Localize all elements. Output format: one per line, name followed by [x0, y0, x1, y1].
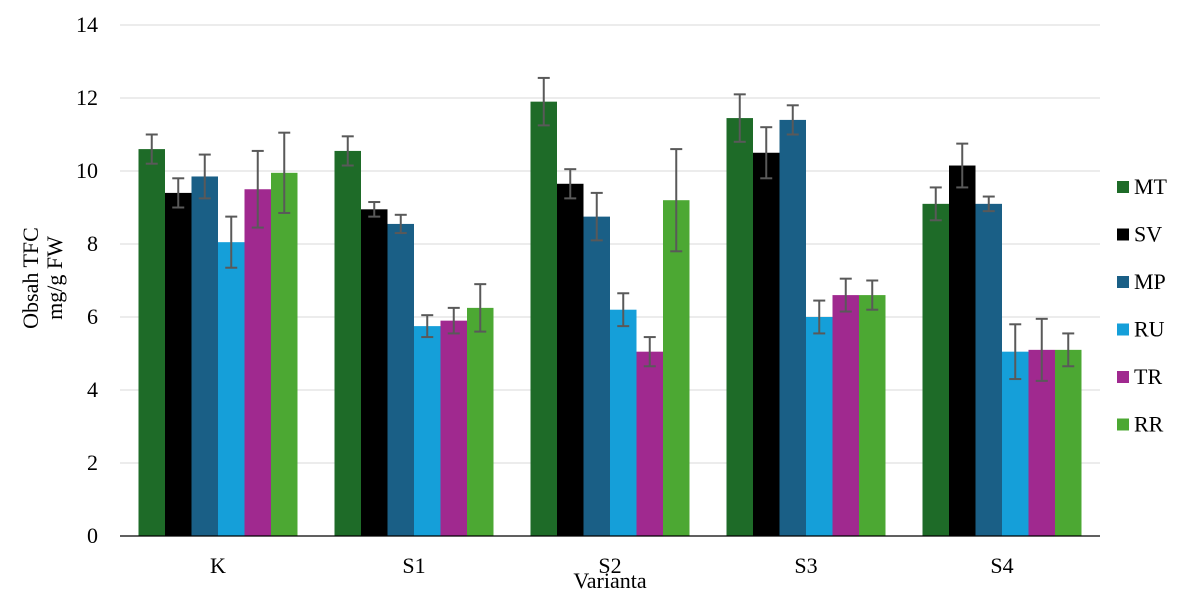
bar-mt-s3: [726, 118, 753, 536]
legend: MT SV MP RU TR RR: [1117, 174, 1168, 437]
bar-tr-s2: [636, 351, 663, 536]
legend-item-mt: MT: [1117, 174, 1168, 199]
bar-mp-s2: [583, 216, 610, 536]
error-bar-mp-k: [198, 153, 211, 200]
error-bars: [145, 76, 1075, 382]
y-tick-label: 14: [76, 12, 98, 37]
legend-item-tr: TR: [1117, 364, 1162, 389]
error-bar-sv-k: [172, 177, 185, 209]
x-tick-label: K: [210, 553, 226, 578]
bars: [138, 101, 1082, 537]
error-bar-mt-s4: [929, 186, 942, 222]
legend-label: TR: [1134, 364, 1162, 389]
bar-ru-s2: [610, 309, 637, 536]
bar-rr-s3: [859, 295, 886, 536]
error-bar-mp-s4: [982, 195, 995, 213]
bar-sv-s4: [949, 165, 976, 536]
error-bar-mp-s2: [590, 191, 603, 242]
error-bar-ru-s2: [617, 292, 630, 328]
y-tick-label: 0: [87, 523, 98, 548]
x-tick-label: S2: [598, 553, 621, 578]
error-bar-sv-s2: [564, 168, 577, 200]
legend-item-ru: RU: [1117, 317, 1165, 342]
bar-ru-s4: [1002, 351, 1029, 536]
bar-rr-s4: [1055, 349, 1082, 536]
x-axis-ticks: K S1 S2 S3 S4: [210, 553, 1014, 578]
bar-tr-s3: [832, 295, 859, 536]
error-bar-mt-s1: [341, 135, 354, 167]
legend-swatch: [1117, 323, 1129, 336]
error-bar-mt-k: [145, 133, 158, 165]
legend-item-sv: SV: [1117, 222, 1162, 247]
legend-swatch: [1117, 228, 1129, 241]
error-bar-rr-k: [278, 131, 291, 214]
legend-swatch: [1117, 181, 1129, 193]
y-tick-label: 2: [87, 450, 98, 475]
bar-ru-s1: [414, 326, 441, 536]
error-bar-mp-s1: [394, 213, 407, 235]
bar-rr-s1: [467, 307, 494, 536]
error-bar-ru-k: [225, 215, 238, 269]
error-bar-sv-s4: [956, 142, 969, 189]
x-tick-label: S4: [990, 553, 1013, 578]
error-bar-tr-s3: [839, 277, 852, 313]
bar-mt-s4: [922, 203, 949, 536]
error-bar-mt-s3: [733, 93, 746, 143]
y-tick-label: 8: [87, 231, 98, 256]
legend-swatch: [1117, 371, 1129, 383]
x-axis-title: Varianta: [573, 568, 647, 593]
y-tick-label: 6: [87, 304, 98, 329]
error-bar-rr-s1: [474, 283, 487, 333]
bar-ru-k: [218, 242, 245, 537]
bar-mt-k: [138, 149, 165, 536]
error-bar-ru-s3: [813, 299, 826, 335]
bar-mt-s1: [334, 150, 361, 537]
legend-item-rr: RR: [1117, 412, 1164, 437]
bar-tr-s1: [440, 320, 467, 536]
legend-label: RR: [1134, 412, 1164, 437]
error-bar-tr-s2: [643, 336, 656, 368]
legend-item-mp: MP: [1117, 269, 1166, 294]
bar-tr-k: [244, 189, 271, 536]
bar-mp-s4: [975, 203, 1002, 536]
error-bar-tr-s4: [1035, 317, 1048, 382]
bar-mt-s2: [530, 101, 557, 537]
y-axis-title-line-1: Obsah TFC: [18, 227, 43, 329]
bar-sv-s1: [361, 209, 388, 536]
y-tick-label: 10: [76, 158, 98, 183]
error-bar-rr-s2: [670, 148, 683, 253]
bar-mp-s1: [387, 223, 414, 537]
legend-label: RU: [1134, 317, 1165, 342]
legend-swatch: [1117, 418, 1129, 431]
y-axis-ticks: 0 2 4 6 8 10 12 14: [76, 12, 98, 548]
legend-label: MT: [1134, 174, 1168, 199]
bar-mp-k: [191, 176, 218, 536]
legend-label: SV: [1134, 222, 1162, 247]
legend-label: MP: [1134, 269, 1166, 294]
error-bar-sv-s3: [760, 126, 773, 180]
bar-sv-s3: [753, 152, 780, 536]
bar-rr-k: [271, 172, 298, 536]
error-bar-tr-s1: [447, 306, 460, 335]
x-tick-label: S1: [402, 553, 425, 578]
bar-ru-s3: [806, 317, 833, 536]
error-bar-ru-s1: [421, 314, 434, 339]
x-tick-label: S3: [794, 553, 817, 578]
y-axis-title-line-2: mg/g FW: [42, 236, 67, 320]
error-bar-mt-s2: [537, 76, 550, 127]
bar-rr-s2: [663, 200, 690, 536]
y-tick-label: 12: [76, 85, 98, 110]
error-bar-rr-s4: [1062, 332, 1075, 368]
error-bar-ru-s4: [1009, 323, 1022, 381]
error-bar-rr-s3: [866, 279, 879, 311]
y-tick-label: 4: [87, 377, 98, 402]
bar-sv-k: [165, 192, 192, 536]
legend-swatch: [1117, 276, 1129, 288]
bar-sv-s2: [557, 183, 584, 536]
error-bar-tr-k: [251, 149, 264, 229]
bar-mp-s3: [779, 119, 806, 537]
error-bar-mp-s3: [786, 104, 799, 136]
error-bar-sv-s1: [368, 201, 381, 218]
